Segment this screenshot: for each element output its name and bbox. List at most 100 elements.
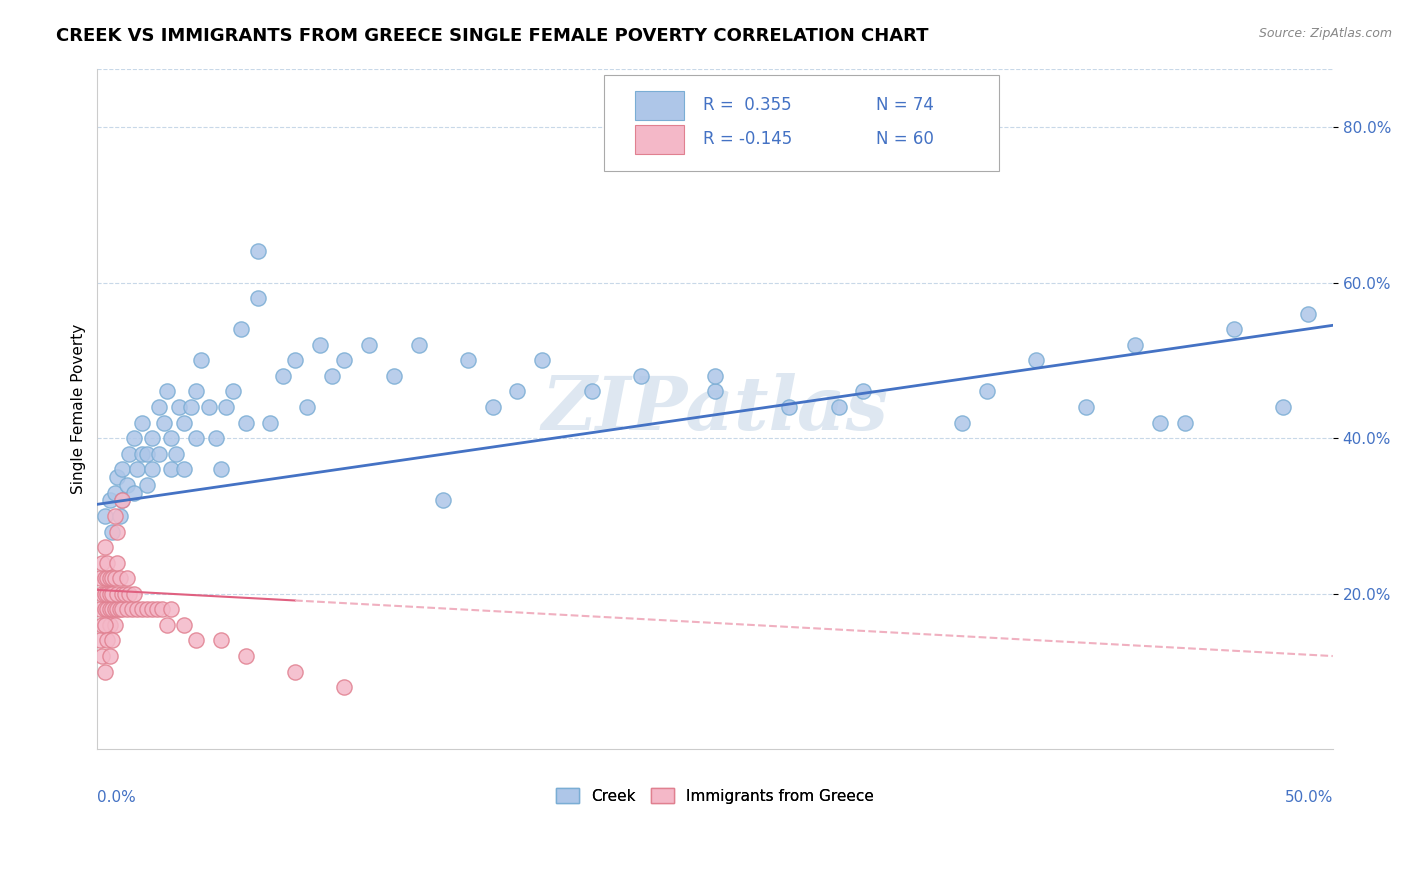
Point (481, 400, 503, 414)
Point (121, 602, 143, 616)
Point (135, 447, 157, 461)
Point (94, 618, 117, 632)
Point (333, 353, 356, 368)
Point (297, 400, 319, 414)
Point (91, 618, 114, 632)
Point (165, 447, 187, 461)
Point (457, 353, 479, 368)
Point (359, 338, 381, 352)
Point (118, 587, 141, 601)
Point (124, 485, 146, 500)
Point (98, 602, 121, 616)
Point (104, 618, 127, 632)
Point (506, 384, 529, 399)
Point (91, 556, 114, 570)
FancyBboxPatch shape (603, 75, 1000, 170)
Point (108, 602, 131, 616)
Point (1123, 338, 1146, 352)
Point (124, 431, 146, 445)
Point (246, 244, 269, 259)
Point (173, 618, 195, 632)
Point (1074, 400, 1097, 414)
Point (1025, 353, 1047, 368)
Point (630, 368, 652, 383)
Point (124, 587, 146, 601)
Point (98, 493, 121, 508)
Point (215, 400, 238, 414)
Point (101, 571, 124, 585)
Point (148, 447, 170, 461)
Point (125, 602, 148, 616)
Point (284, 353, 307, 368)
Point (118, 447, 141, 461)
Point (94, 540, 117, 554)
Text: 0.0%: 0.0% (97, 790, 136, 805)
Point (115, 602, 138, 616)
Point (98, 571, 121, 585)
Point (145, 602, 167, 616)
Point (432, 493, 454, 508)
Point (209, 633, 232, 648)
Point (333, 680, 356, 694)
Point (704, 384, 727, 399)
Point (105, 556, 128, 570)
Point (94, 587, 117, 601)
Point (96, 602, 118, 616)
Point (229, 322, 252, 336)
Point (105, 602, 128, 616)
FancyBboxPatch shape (634, 125, 685, 153)
Point (173, 416, 195, 430)
Point (111, 587, 134, 601)
Point (104, 485, 127, 500)
Text: R = -0.145: R = -0.145 (703, 130, 792, 148)
Point (108, 571, 131, 585)
Point (976, 384, 998, 399)
Point (98, 648, 121, 663)
Point (96, 633, 118, 648)
Point (114, 587, 136, 601)
Point (160, 602, 183, 616)
Text: 50.0%: 50.0% (1285, 790, 1333, 805)
Point (94, 571, 117, 585)
Point (950, 416, 973, 430)
Point (235, 416, 257, 430)
Point (186, 384, 208, 399)
Point (91, 648, 114, 663)
Point (209, 462, 232, 476)
Point (105, 524, 128, 539)
Point (96, 587, 118, 601)
Point (173, 462, 195, 476)
Point (160, 431, 183, 445)
Point (115, 571, 138, 585)
Point (778, 400, 800, 414)
Point (89, 571, 111, 585)
Point (190, 353, 212, 368)
Point (153, 416, 176, 430)
Point (141, 431, 163, 445)
Point (115, 478, 138, 492)
Point (96, 556, 118, 570)
Point (94, 602, 117, 616)
Point (1223, 322, 1246, 336)
Point (180, 400, 202, 414)
Point (135, 478, 157, 492)
Point (111, 602, 134, 616)
Point (105, 587, 128, 601)
Point (321, 368, 343, 383)
Point (111, 493, 134, 508)
Point (1272, 400, 1295, 414)
Point (89, 633, 111, 648)
Point (704, 368, 727, 383)
Point (101, 633, 124, 648)
Point (105, 470, 128, 484)
Point (581, 384, 603, 399)
Point (104, 602, 127, 616)
Point (131, 447, 153, 461)
Y-axis label: Single Female Poverty: Single Female Poverty (72, 324, 86, 494)
Point (135, 602, 157, 616)
Point (104, 571, 127, 585)
Text: Source: ZipAtlas.com: Source: ZipAtlas.com (1258, 27, 1392, 40)
Point (101, 587, 124, 601)
Point (1149, 416, 1171, 430)
Point (186, 633, 208, 648)
